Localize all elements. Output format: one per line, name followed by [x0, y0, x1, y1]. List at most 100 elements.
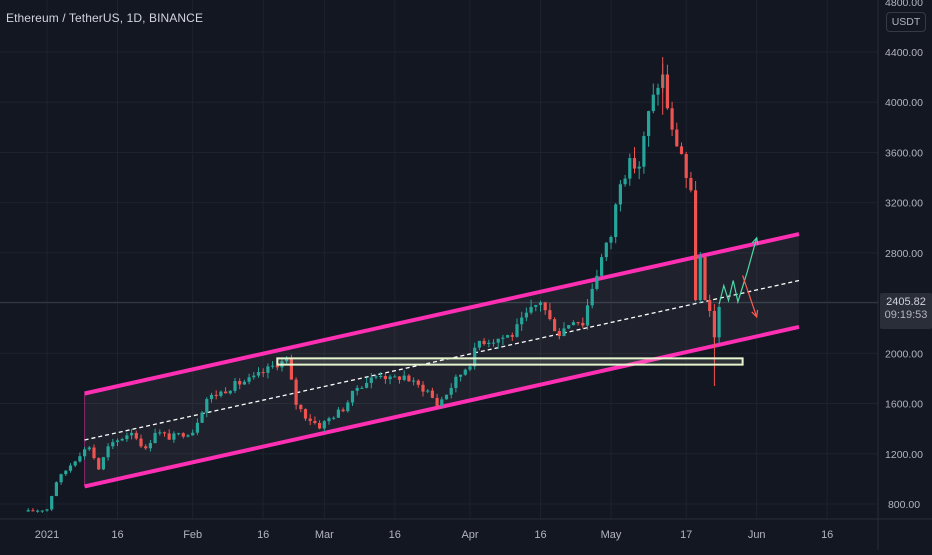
candle-up	[449, 387, 453, 395]
candle-down	[430, 390, 434, 398]
candle-up	[219, 391, 223, 396]
candle-up	[412, 380, 416, 382]
x-tick-label: 16	[821, 529, 833, 541]
candle-up	[388, 376, 392, 380]
candle-up	[158, 432, 162, 434]
candle-up	[538, 302, 543, 305]
candle-up	[120, 439, 124, 441]
y-tick-label: 3600.00	[885, 147, 923, 159]
x-tick-label: 16	[257, 529, 269, 541]
candle-down	[294, 379, 298, 405]
candle-up	[125, 435, 129, 440]
candle-down	[181, 433, 185, 437]
bar-countdown: 09:19:53	[884, 309, 928, 321]
candle-up	[567, 325, 571, 329]
candle-down	[162, 432, 167, 434]
projection-down-path	[742, 275, 758, 318]
projection-up-arrowhead	[751, 236, 759, 245]
candle-up	[54, 482, 58, 497]
candle-up	[40, 510, 44, 512]
candle-up	[698, 257, 702, 301]
candle-up	[595, 275, 599, 289]
candle-down	[275, 365, 279, 368]
candle-up	[520, 317, 524, 325]
support-zone-box	[276, 357, 744, 366]
candle-up	[623, 178, 627, 185]
candle-down	[416, 380, 420, 385]
projection-down-arrowhead	[751, 309, 759, 319]
candle-up	[252, 375, 256, 378]
candle-up	[111, 442, 115, 447]
candle-up	[256, 372, 261, 376]
candle-up	[374, 376, 378, 378]
candle-down	[31, 510, 35, 512]
y-tick-label: 800.00	[888, 499, 920, 511]
candle-up	[717, 306, 721, 338]
candle-up	[571, 322, 575, 326]
y-tick-label: 4000.00	[885, 97, 923, 109]
candle-up	[463, 369, 467, 375]
candle-up	[68, 465, 73, 471]
y-tick-label: 3200.00	[885, 198, 923, 210]
candle-down	[167, 433, 171, 440]
candle-up	[637, 166, 641, 169]
candle-up	[186, 435, 190, 437]
candle-down	[318, 423, 322, 429]
candle-up	[83, 449, 87, 457]
x-tick-label: 2021	[35, 529, 59, 541]
candle-down	[684, 154, 688, 179]
candle-up	[360, 387, 364, 389]
candle-up	[562, 328, 566, 337]
candle-down	[694, 190, 698, 301]
candle-up	[195, 422, 199, 433]
candle-up	[524, 312, 528, 318]
x-tick-label: Mar	[315, 529, 334, 541]
last-price-value: 2405.82	[886, 296, 926, 308]
candle-up	[444, 394, 449, 400]
candle-up	[600, 257, 604, 276]
x-tick-label: Jun	[748, 529, 766, 541]
candle-up	[64, 470, 68, 475]
candle-up	[322, 421, 326, 429]
candle-up	[336, 409, 340, 418]
candle-down	[144, 446, 148, 449]
candle-down	[576, 322, 580, 324]
candle-down	[482, 340, 486, 344]
candle-up	[440, 399, 444, 406]
candle-up	[529, 306, 533, 313]
candle-down	[421, 384, 425, 392]
candle-down	[238, 381, 242, 385]
candle-up	[172, 433, 176, 440]
candle-up	[487, 342, 491, 344]
candle-up	[590, 288, 594, 306]
candle-up	[506, 335, 510, 338]
candle-up	[327, 418, 331, 422]
candle-up	[454, 376, 458, 388]
candle-down	[543, 302, 547, 311]
candle-up	[59, 474, 63, 483]
y-tick-label: 2800.00	[885, 248, 923, 260]
candle-down	[679, 146, 684, 155]
candle-up	[459, 374, 463, 377]
candle-up	[285, 358, 289, 362]
candle-down	[139, 438, 143, 447]
candle-up	[501, 337, 505, 339]
candle-up	[614, 204, 618, 237]
candle-down	[670, 108, 674, 130]
candle-up	[78, 456, 82, 462]
candle-down	[397, 376, 402, 380]
candle-up	[534, 304, 538, 307]
candle-down	[435, 397, 439, 406]
currency-label[interactable]: USDT	[886, 12, 926, 32]
candle-up	[87, 447, 91, 450]
x-tick-label: 17	[680, 529, 692, 541]
candle-down	[134, 432, 138, 439]
candle-up	[491, 342, 496, 344]
candle-down	[224, 391, 228, 394]
candle-up	[228, 390, 232, 394]
candle-up	[50, 496, 54, 510]
candle-up	[271, 365, 275, 367]
x-tick-label: 16	[111, 529, 123, 541]
